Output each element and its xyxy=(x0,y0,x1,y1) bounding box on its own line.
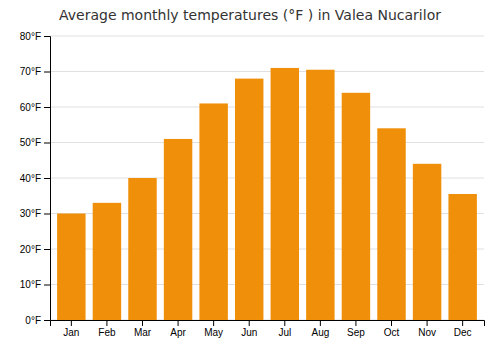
tick-mark xyxy=(44,214,50,215)
tick: 50°F xyxy=(20,137,50,148)
bar xyxy=(413,164,441,320)
tick: Jul xyxy=(278,320,291,338)
grid-line xyxy=(50,142,484,143)
tick-label: Sep xyxy=(347,327,365,338)
tick: May xyxy=(204,320,223,338)
tick-mark xyxy=(284,320,285,326)
tick-label: Nov xyxy=(418,327,436,338)
tick-label: 0°F xyxy=(25,315,41,326)
group: 0°F 10°F 20°F 30°F 40°F 50°F 60°F 70°F 80°F Jan Fe… xyxy=(20,31,485,338)
tick-mark xyxy=(71,320,72,326)
tick-label: 30°F xyxy=(20,208,41,219)
tick-mark xyxy=(249,320,250,326)
tick: 60°F xyxy=(20,102,50,113)
tick-label: Jan xyxy=(63,327,79,338)
tick-mark xyxy=(391,320,392,326)
tick: 40°F xyxy=(20,173,50,184)
grid-line xyxy=(50,71,484,72)
tick-label: 20°F xyxy=(20,244,41,255)
tick-mark xyxy=(44,178,50,179)
bar xyxy=(199,103,227,320)
tick: Jan xyxy=(63,320,79,338)
axis-line xyxy=(44,37,51,321)
x-axis: Jan Feb Mar Apr May Jun Jul Aug Sep Oct Nov Dec xyxy=(51,320,485,338)
title: Average monthly temperatures (°F ) in Va… xyxy=(59,7,441,23)
bar xyxy=(377,128,405,320)
bar xyxy=(164,139,192,320)
bar xyxy=(448,194,476,320)
tick-mark xyxy=(44,320,50,321)
bar xyxy=(128,178,156,320)
tick-mark xyxy=(320,320,321,326)
bar xyxy=(235,79,263,320)
tick: Feb xyxy=(98,320,116,338)
tick-mark xyxy=(355,320,356,326)
tick: Mar xyxy=(134,320,152,338)
tick-mark xyxy=(44,72,50,73)
tick: 10°F xyxy=(20,279,50,290)
tick-mark xyxy=(44,249,50,250)
tick-mark xyxy=(106,320,107,326)
tick-mark xyxy=(44,143,50,144)
grid-line xyxy=(50,107,484,108)
tick-mark xyxy=(44,107,50,108)
tick: 70°F xyxy=(20,66,50,77)
tick-label: 70°F xyxy=(20,66,41,77)
y-axis: 0°F 10°F 20°F 30°F 40°F 50°F 60°F 70°F 80°F xyxy=(20,31,51,326)
tick-label: Aug xyxy=(311,327,329,338)
tick: 30°F xyxy=(20,208,50,219)
tick: 0°F xyxy=(25,315,50,326)
tick-label: 10°F xyxy=(20,279,41,290)
bar xyxy=(342,93,370,320)
bar xyxy=(271,68,299,320)
bar xyxy=(93,203,121,320)
tick: Jun xyxy=(241,320,257,338)
bar xyxy=(306,70,334,320)
tick-mark xyxy=(44,36,50,37)
tick: Oct xyxy=(384,320,400,338)
tick-mark xyxy=(178,320,179,326)
bars xyxy=(57,68,477,320)
tick-label: 50°F xyxy=(20,137,41,148)
tick: Dec xyxy=(454,320,472,338)
tick-label: 80°F xyxy=(20,31,41,42)
tick: Apr xyxy=(170,320,186,338)
axis-line xyxy=(51,321,485,327)
tick-label: May xyxy=(204,327,223,338)
tick-label: Mar xyxy=(134,327,152,338)
tick-label: 60°F xyxy=(20,102,41,113)
tick-label: Jun xyxy=(241,327,257,338)
tick-mark xyxy=(142,320,143,326)
tick-mark xyxy=(44,285,50,286)
tick-label: 40°F xyxy=(20,173,41,184)
tick-label: Jul xyxy=(278,327,291,338)
grid xyxy=(50,36,484,320)
tick-label: Feb xyxy=(98,327,116,338)
tick: 80°F xyxy=(20,31,50,42)
tick-mark xyxy=(427,320,428,326)
tick-label: Apr xyxy=(170,327,186,338)
bar xyxy=(57,214,85,321)
chart: Average monthly temperatures (°F ) in Va… xyxy=(0,0,500,350)
tick: Sep xyxy=(347,320,365,338)
tick: 20°F xyxy=(20,244,50,255)
tick-mark xyxy=(213,320,214,326)
tick: Aug xyxy=(311,320,329,338)
tick: Nov xyxy=(418,320,436,338)
tick-label: Oct xyxy=(384,327,400,338)
tick-label: Dec xyxy=(454,327,472,338)
grid-line xyxy=(50,36,484,37)
tick-mark xyxy=(462,320,463,326)
